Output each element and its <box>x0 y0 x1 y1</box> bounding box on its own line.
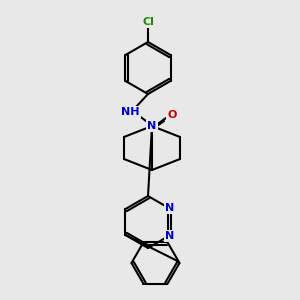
Text: N: N <box>165 203 174 213</box>
Text: N: N <box>165 231 174 241</box>
Text: O: O <box>167 110 177 120</box>
Text: N: N <box>147 121 157 131</box>
Text: Cl: Cl <box>142 17 154 27</box>
Text: NH: NH <box>121 107 139 117</box>
